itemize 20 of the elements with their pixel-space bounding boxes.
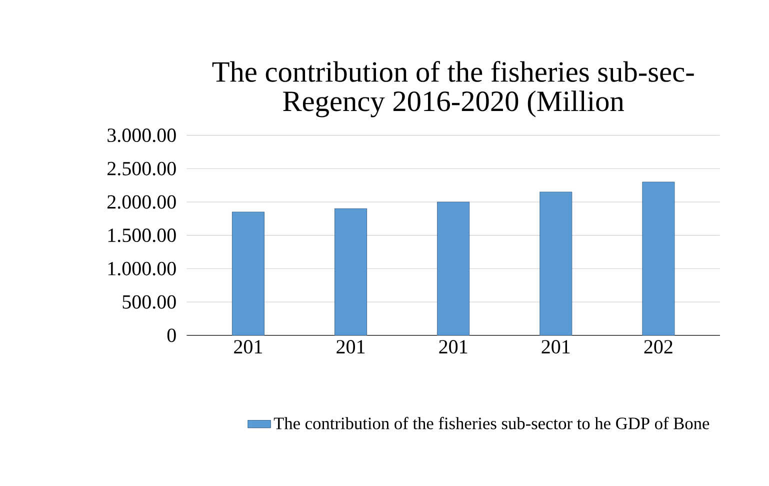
y-tick-label: 500.00 [122,295,176,309]
y-tick-label: 2.500.00 [108,162,176,176]
x-tick-label: 201 [439,340,468,354]
y-tick-label: 3.000.00 [108,128,176,142]
bar [334,208,368,336]
bar [642,182,675,336]
chart-title: The contribution of the fisheries sub-sec- [212,60,694,82]
chart-subtitle: Regency 2016-2020 (Million [283,90,624,118]
bar [437,202,470,336]
legend-label: The contribution of the fisheries sub-sector to he GDP of Bone [274,416,710,430]
y-tick-label: 1.500.00 [108,228,176,242]
y-tick-label: 1.000.00 [108,262,176,276]
bar [540,192,572,336]
bar [232,212,264,336]
x-tick-label: 201 [234,340,262,354]
x-tick-label: 202 [644,340,672,354]
y-tick-label: 2.000.00 [108,195,176,209]
x-tick-label: 201 [336,340,365,354]
y-tick-label: 0 [167,328,176,342]
x-tick-label: 201 [542,340,570,354]
